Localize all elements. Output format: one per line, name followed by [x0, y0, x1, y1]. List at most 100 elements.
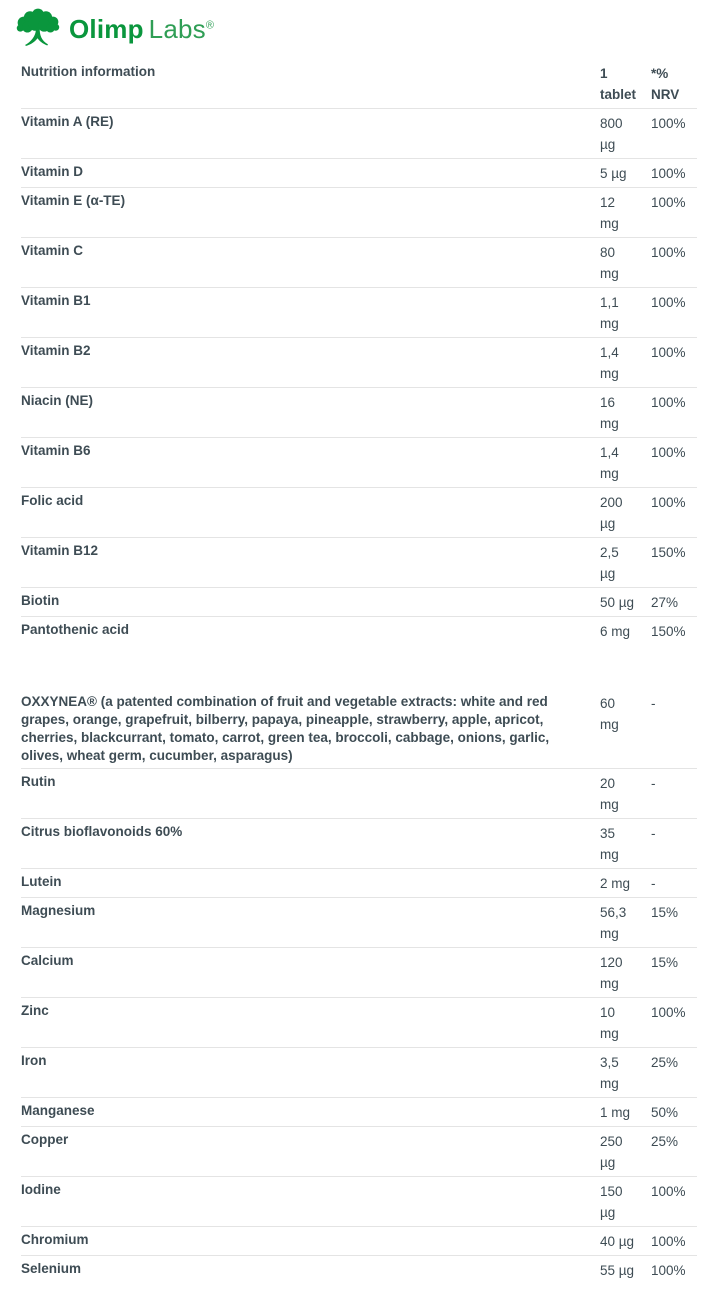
nutrient-amount: 3,5 mg	[600, 1055, 619, 1091]
nutrient-amount: 12 mg	[600, 195, 619, 231]
nutrient-name: Vitamin B12	[21, 543, 99, 558]
table-header-row: Nutrition information 1 tablet *% NRV	[21, 58, 697, 109]
table-row: Niacin (NE) 16 mg 100%	[21, 388, 697, 438]
table-row: Iodine 150 µg 100%	[21, 1177, 697, 1227]
nutrient-amount: 1,1 mg	[600, 295, 619, 331]
logo-text-olimp: Olimp	[69, 14, 144, 44]
nutrient-name: Vitamin C	[21, 243, 84, 258]
nutrient-name: Manganese	[21, 1103, 95, 1118]
nutrient-nrv: -	[651, 776, 656, 791]
column-header-nrv: *% NRV	[651, 66, 680, 102]
table-row: Vitamin C 80 mg 100%	[21, 238, 697, 288]
nutrient-nrv: 150%	[651, 545, 686, 560]
nutrient-amount: 2 mg	[600, 876, 631, 891]
nutrient-name: Copper	[21, 1132, 69, 1147]
registered-trademark-icon: ®	[205, 19, 215, 32]
nutrition-table-body: Vitamin A (RE) 800 µg 100% Vitamin D 5 µ…	[21, 109, 697, 1284]
nutrient-amount: 50 µg	[600, 595, 635, 610]
nutrient-name: Pantothenic acid	[21, 622, 130, 637]
nutrient-amount: 55 µg	[600, 1263, 635, 1278]
logo-text: Olimp Labs®	[69, 16, 214, 42]
nutrient-amount: 35 mg	[600, 826, 619, 862]
nutrient-nrv: 100%	[651, 445, 686, 460]
table-row: Rutin 20 mg -	[21, 769, 697, 819]
nutrient-nrv: 100%	[651, 295, 686, 310]
nutrient-nrv: -	[651, 876, 656, 891]
nutrient-nrv: 25%	[651, 1055, 679, 1070]
nutrient-amount: 80 mg	[600, 245, 619, 281]
nutrient-nrv: 15%	[651, 955, 679, 970]
nutrient-nrv: 100%	[651, 116, 686, 131]
table-row: Zinc 10 mg 100%	[21, 998, 697, 1048]
nutrient-amount: 60 mg	[600, 696, 619, 732]
nutrient-amount: 800 µg	[600, 116, 623, 152]
nutrient-nrv: 100%	[651, 166, 686, 181]
nutrient-name: Vitamin B2	[21, 343, 91, 358]
logo-text-labs: Labs	[148, 14, 206, 44]
table-row: Vitamin A (RE) 800 µg 100%	[21, 109, 697, 159]
nutrient-amount: 16 mg	[600, 395, 619, 431]
table-row: Vitamin B6 1,4 mg 100%	[21, 438, 697, 488]
nutrient-amount: 1 mg	[600, 1105, 631, 1120]
nutrient-name: Iodine	[21, 1182, 61, 1197]
nutrient-name: Iron	[21, 1053, 47, 1068]
nutrient-amount: 1,4 mg	[600, 445, 619, 481]
nutrition-table: Nutrition information 1 tablet *% NRV Vi…	[21, 58, 697, 1284]
table-row: Copper 250 µg 25%	[21, 1127, 697, 1177]
nutrient-nrv: 50%	[651, 1105, 679, 1120]
nutrient-nrv: 100%	[651, 1005, 686, 1020]
table-row: Citrus bioflavonoids 60% 35 mg -	[21, 819, 697, 869]
nutrient-nrv: 100%	[651, 195, 686, 210]
brand-header: Olimp Labs®	[15, 8, 717, 50]
nutrient-nrv: 100%	[651, 1263, 686, 1278]
nutrient-nrv: 100%	[651, 1184, 686, 1199]
nutrient-name: Citrus bioflavonoids 60%	[21, 824, 183, 839]
nutrient-name: Rutin	[21, 774, 56, 789]
nutrient-amount: 56,3 mg	[600, 905, 627, 941]
nutrient-amount: 40 µg	[600, 1234, 635, 1249]
nutrient-amount: 1,4 mg	[600, 345, 619, 381]
nutrient-nrv: -	[651, 696, 656, 711]
nutrient-amount: 150 µg	[600, 1184, 623, 1220]
nutrient-amount: 2,5 µg	[600, 545, 619, 581]
nutrient-name: Vitamin A (RE)	[21, 114, 114, 129]
tree-icon	[15, 8, 61, 50]
table-row: Selenium 55 µg 100%	[21, 1256, 697, 1284]
nutrient-amount: 20 mg	[600, 776, 619, 812]
table-row: Iron 3,5 mg 25%	[21, 1048, 697, 1098]
nutrient-name: Selenium	[21, 1261, 82, 1276]
table-row: Manganese 1 mg 50%	[21, 1098, 697, 1127]
nutrient-name: OXXYNEA® (a patented combination of frui…	[21, 694, 550, 763]
nutrient-nrv: -	[651, 826, 656, 841]
nutrient-nrv: 100%	[651, 495, 686, 510]
table-row: Vitamin D 5 µg 100%	[21, 159, 697, 188]
nutrient-nrv: 100%	[651, 345, 686, 360]
table-row: Vitamin B1 1,1 mg 100%	[21, 288, 697, 338]
table-row: Pantothenic acid 6 mg 150%	[21, 617, 697, 645]
table-row: Lutein 2 mg -	[21, 869, 697, 898]
nutrient-amount: 200 µg	[600, 495, 623, 531]
nutrient-name: Chromium	[21, 1232, 89, 1247]
column-header-tablet: 1 tablet	[600, 66, 637, 102]
nutrient-amount: 120 mg	[600, 955, 623, 991]
nutrient-name: Calcium	[21, 953, 74, 968]
nutrient-name: Lutein	[21, 874, 62, 889]
nutrient-name: Vitamin B1	[21, 293, 91, 308]
nutrient-nrv: 15%	[651, 905, 679, 920]
table-row: Vitamin E (α-TE) 12 mg 100%	[21, 188, 697, 238]
nutrient-name: Biotin	[21, 593, 60, 608]
nutrient-amount: 10 mg	[600, 1005, 619, 1041]
nutrient-name: Niacin (NE)	[21, 393, 94, 408]
nutrient-nrv: 27%	[651, 595, 679, 610]
olimp-labs-logo[interactable]: Olimp Labs®	[15, 8, 214, 50]
nutrient-name: Vitamin E (α-TE)	[21, 193, 126, 208]
nutrient-amount: 250 µg	[600, 1134, 623, 1170]
table-row: Magnesium 56,3 mg 15%	[21, 898, 697, 948]
nutrient-amount: 6 mg	[600, 624, 631, 639]
table-row: Vitamin B2 1,4 mg 100%	[21, 338, 697, 388]
nutrient-nrv: 150%	[651, 624, 686, 639]
table-row: Calcium 120 mg 15%	[21, 948, 697, 998]
nutrient-name: Vitamin D	[21, 164, 84, 179]
nutrient-amount: 5 µg	[600, 166, 627, 181]
nutrient-name: Folic acid	[21, 493, 84, 508]
